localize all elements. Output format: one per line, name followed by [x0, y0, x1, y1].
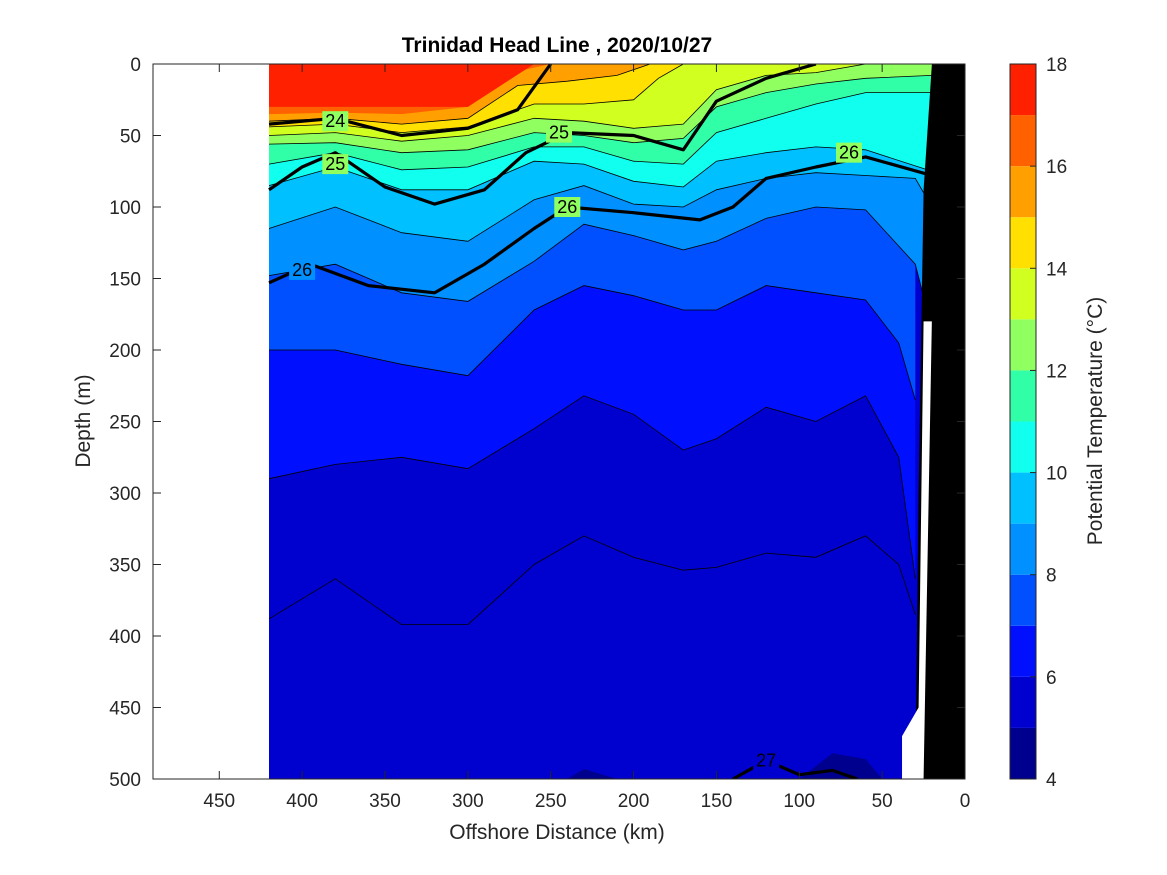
y-tick-label: 0	[130, 55, 141, 76]
colorbar-swatch-16	[1010, 115, 1036, 167]
contour-label-bg	[322, 111, 349, 132]
x-axis-label: Offshore Distance (km)	[449, 821, 665, 844]
contour-label-bg	[554, 197, 581, 217]
colorbar-swatch-17	[1010, 64, 1036, 116]
colorbar-tick-label: 18	[1046, 55, 1067, 76]
density-contour-26	[268, 155, 933, 295]
colorbar-tick-label: 8	[1046, 566, 1057, 587]
x-tick-label: 50	[872, 791, 893, 812]
y-tick-label: 200	[109, 341, 141, 362]
y-tick-label: 350	[109, 556, 141, 577]
temperature-band-17	[269, 64, 535, 107]
colorbar: 4 6 8 10 12 14 16 18	[1009, 55, 1068, 791]
density-contour-25	[268, 64, 817, 206]
contour-label: 26	[292, 260, 312, 280]
thin-contour-9	[268, 172, 933, 242]
no-data-gap	[902, 321, 932, 779]
contour-label: 25	[325, 154, 345, 174]
colorbar-label: Potential Temperature (°C)	[1084, 297, 1107, 545]
seafloor-shelf	[915, 64, 965, 779]
colorbar-tick-label: 14	[1046, 259, 1068, 280]
y-tick-label: 100	[109, 198, 141, 219]
x-tick-label: 100	[783, 791, 815, 812]
y-tick-label: 300	[109, 484, 141, 505]
x-tick-label: 0	[960, 791, 971, 812]
contour-label: 26	[839, 143, 859, 163]
colorbar-tick-label: 10	[1046, 464, 1067, 485]
contour-label: 25	[549, 123, 569, 143]
colorbar-tick-label: 4	[1046, 770, 1057, 791]
x-tick-label: 150	[701, 791, 733, 812]
colorbar-swatch-11	[1010, 370, 1036, 422]
contour-label-bg	[322, 154, 349, 175]
thin-contour-7	[269, 285, 916, 401]
thin-contour-11	[268, 92, 932, 171]
thin-contour-5	[268, 535, 916, 625]
contour-label: 24	[325, 111, 345, 131]
colorbar-swatch-14	[1010, 217, 1036, 269]
x-tick-label: 200	[618, 791, 650, 812]
contour-label: 26	[557, 197, 577, 217]
colorbar-swatch-12	[1010, 319, 1036, 371]
chart-title: Trinidad Head Line , 2020/10/27	[402, 34, 712, 57]
colorbar-frame	[1009, 63, 1037, 780]
y-tick-label: 500	[109, 770, 141, 791]
colorbar-tick-label: 12	[1046, 361, 1067, 382]
contour-label-bg	[753, 750, 780, 771]
colorbar-swatch-7	[1010, 574, 1036, 626]
contour-label-bg	[289, 259, 316, 280]
thin-contour-12	[268, 75, 932, 154]
y-axis-label: Depth (m)	[72, 374, 95, 467]
colorbar-swatch-10	[1010, 421, 1036, 473]
x-tick-label: 300	[452, 791, 484, 812]
x-tick-label: 250	[535, 791, 567, 812]
thin-contour-10	[268, 146, 933, 191]
y-tick-label: 50	[120, 127, 141, 148]
colorbar-swatch-13	[1010, 268, 1036, 320]
contour-label-bg	[836, 142, 862, 163]
colorbar-tick-label: 6	[1046, 668, 1057, 689]
y-tick-label: 150	[109, 270, 141, 291]
thin-contour-8	[268, 206, 933, 329]
colorbar-swatch-15	[1010, 166, 1036, 218]
y-tick-label: 450	[109, 699, 141, 720]
colorbar-swatch-8	[1010, 523, 1036, 575]
x-tick-label: 350	[369, 791, 401, 812]
colorbar-tick-label: 16	[1046, 157, 1067, 178]
thin-contour-14	[268, 64, 684, 134]
axes: 450 400 350 300 250 200 150 100 50 00501001502002…	[109, 55, 970, 812]
contour-label: 27	[756, 750, 776, 770]
x-tick-label: 400	[286, 791, 318, 812]
colorbar-swatch-9	[1010, 472, 1036, 524]
y-tick-label: 400	[109, 627, 141, 648]
colorbar-swatch-6	[1010, 625, 1036, 677]
x-tick-label: 450	[203, 791, 235, 812]
colorbar-swatch-4	[1010, 727, 1036, 779]
plot-area: 24 25 25 26 26 26 27	[268, 64, 965, 779]
y-tick-label: 250	[109, 413, 141, 434]
colorbar-swatch-5	[1010, 676, 1036, 728]
thin-contour-6	[268, 395, 916, 579]
contour-label-bg	[546, 122, 572, 143]
